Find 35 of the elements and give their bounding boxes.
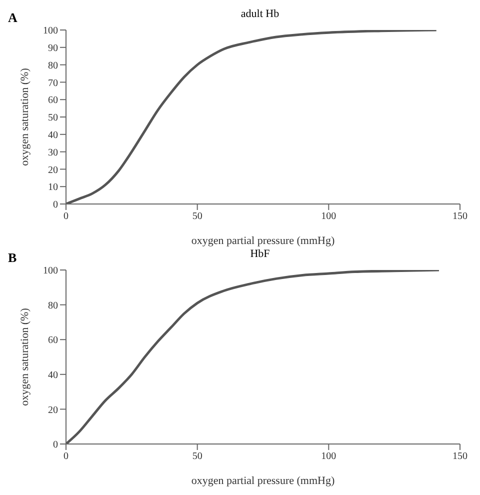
y-tick-label: 40 <box>48 370 58 381</box>
y-tick-label: 90 <box>48 42 58 54</box>
y-tick-label: 80 <box>48 300 58 312</box>
chart-title: adult Hb <box>240 8 280 20</box>
x-tick-label: 150 <box>452 211 468 222</box>
text: A <box>8 10 18 26</box>
text: B <box>8 250 17 266</box>
x-tick-label: 50 <box>192 211 202 222</box>
y-axis-title: oxygen saturation (%) <box>18 68 31 166</box>
line-series <box>66 30 438 204</box>
y-tick-label: 40 <box>48 130 58 141</box>
x-tick-label: 50 <box>192 451 202 462</box>
y-tick-label: 20 <box>48 404 58 416</box>
y-tick-label: 80 <box>48 60 58 72</box>
y-tick-label: 60 <box>48 95 58 106</box>
x-axis-title: oxygen partial pressure (mmHg) <box>191 235 335 247</box>
y-tick-label: 50 <box>48 112 58 124</box>
y-tick-label: 100 <box>43 26 58 37</box>
y-tick-label: 0 <box>53 200 58 211</box>
line-series <box>66 270 440 444</box>
y-tick-label: 100 <box>43 266 58 277</box>
y-tick-label: 30 <box>48 147 58 158</box>
y-tick-label: 10 <box>48 182 58 194</box>
y-tick-label: 0 <box>53 440 58 451</box>
x-tick-label: 0 <box>64 211 68 222</box>
y-tick-label: 60 <box>48 335 58 346</box>
x-tick-label: 100 <box>321 451 336 462</box>
y-axis-title: oxygen saturation (%) <box>18 308 31 406</box>
y-tick-label: 20 <box>48 164 58 176</box>
x-tick-label: 100 <box>321 211 336 222</box>
y-tick-label: 70 <box>48 78 58 89</box>
x-axis-title: oxygen partial pressure (mmHg) <box>191 475 335 487</box>
x-tick-label: 0 <box>64 451 68 462</box>
chart-title: HbF <box>250 248 270 260</box>
x-tick-label: 150 <box>452 451 468 462</box>
